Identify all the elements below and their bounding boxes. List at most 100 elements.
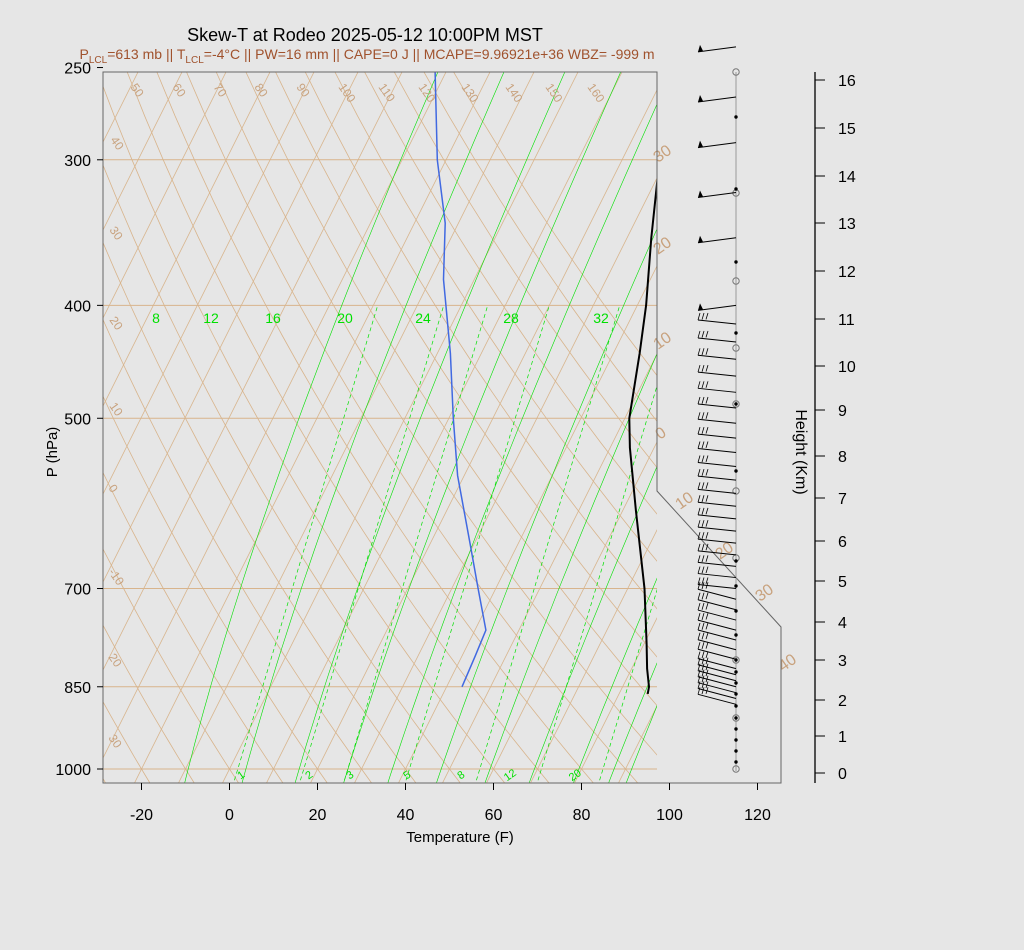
isotherm-label-large: 10 xyxy=(673,489,697,513)
wind-barb-feather xyxy=(697,566,701,574)
wind-level-dot xyxy=(734,469,738,473)
wind-barb-feather xyxy=(705,651,709,659)
wind-barb-feather xyxy=(705,520,709,527)
wind-barb-feather xyxy=(705,495,709,502)
wind-barb-feather xyxy=(705,330,709,338)
moist-adiabat xyxy=(436,228,657,783)
wind-barb-feather xyxy=(701,468,705,476)
isotherm-line xyxy=(442,353,657,783)
moist-adiabat xyxy=(343,72,622,783)
subtitle-plcl: P xyxy=(79,46,88,62)
wind-level-circle xyxy=(732,344,740,352)
wind-barb-feather xyxy=(705,622,709,630)
wind-barb-feather xyxy=(701,592,705,600)
wind-barb-feather xyxy=(697,507,701,515)
wind-barb-feather xyxy=(705,312,709,320)
wind-level-circle xyxy=(732,400,740,408)
moist-adiabat xyxy=(387,103,657,783)
wind-barb-feather xyxy=(705,364,709,372)
wind-barb-feather xyxy=(697,632,701,640)
height-tick-label: 3 xyxy=(838,653,847,670)
x-tick-label: 40 xyxy=(397,807,415,824)
wind-barb-shaft xyxy=(697,584,737,590)
wind-barb-feather xyxy=(697,651,701,659)
wind-barb-feather xyxy=(701,396,705,404)
height-tick-label: 9 xyxy=(838,403,847,420)
chart-subtitle: PLCL=613 mb || TLCL=-4°C || PW=16 mm || … xyxy=(79,46,654,66)
wind-barb-feather xyxy=(701,330,705,338)
wind-barb-shaft xyxy=(697,461,737,467)
moist-adiabat xyxy=(625,705,657,783)
dry-adiabat xyxy=(156,72,594,783)
series-line-dewpoint xyxy=(434,72,487,688)
subtitle-rest: =-4°C || PW=16 mm || CAPE=0 J || MCAPE=9… xyxy=(204,46,655,62)
isotherm-line xyxy=(0,0,108,794)
wind-barb-feather xyxy=(701,482,705,490)
wind-level-circle xyxy=(732,656,740,664)
moist-adiabat-label: 24 xyxy=(415,310,431,326)
wind-barb-feather xyxy=(701,312,705,320)
wind-barb-feather xyxy=(697,482,701,490)
chart-title: Skew-T at Rodeo 2025-05-12 10:00PM MST xyxy=(187,25,543,45)
wind-barb-shaft xyxy=(697,693,737,705)
dry-adiabat xyxy=(0,0,67,794)
wind-barb-shaft xyxy=(697,237,737,244)
moist-adiabat xyxy=(184,72,439,783)
plot-frame xyxy=(102,71,782,784)
wind-barb-feather xyxy=(701,543,705,551)
dry-adiabat xyxy=(245,72,657,707)
wind-barb-feather xyxy=(701,582,705,590)
wind-barb-shaft xyxy=(697,475,737,481)
height-tick-label: 16 xyxy=(838,73,856,90)
p-tick-label: 500 xyxy=(64,411,91,428)
isotherm-line xyxy=(103,72,183,231)
wind-barb-feather xyxy=(697,592,701,600)
wind-barb-feather xyxy=(697,330,701,339)
x-tick-label: 80 xyxy=(573,807,591,824)
wind-barb-shaft xyxy=(697,46,737,53)
wind-barb-feather xyxy=(701,412,705,420)
wind-level-dot xyxy=(734,633,738,637)
wind-barb-feather xyxy=(701,669,705,677)
wind-barb-shaft xyxy=(697,588,737,600)
wind-barb-feather xyxy=(701,441,705,449)
p-tick-label: 250 xyxy=(64,61,91,78)
wind-level-circle xyxy=(732,487,740,495)
wind-barb-flag xyxy=(698,140,703,148)
isotherm-line xyxy=(103,72,403,671)
dry-adiabat xyxy=(103,700,151,783)
wind-level-dot xyxy=(734,692,738,696)
isotherm-line xyxy=(103,72,315,495)
wind-barb-shaft xyxy=(697,609,737,621)
dry-adiabat xyxy=(304,72,657,610)
height-tick-label: 1 xyxy=(838,729,847,746)
dry-adiabat xyxy=(103,471,284,783)
isotherm-line xyxy=(398,265,657,783)
x-tick-label: 120 xyxy=(744,807,771,824)
moist-adiabat-label: 12 xyxy=(203,310,219,326)
wind-level-circle xyxy=(732,765,740,773)
wind-barb-flag xyxy=(698,44,703,52)
subtitle-plcl-sub: LCL xyxy=(89,55,108,66)
wind-barb-shaft xyxy=(697,371,737,377)
wind-barb-feather xyxy=(701,532,705,539)
wind-level-dot xyxy=(734,187,738,191)
wind-barb-feather xyxy=(701,566,705,574)
height-tick-label: 2 xyxy=(838,693,847,710)
isotherm-line xyxy=(103,72,227,319)
wind-barb-feather xyxy=(697,555,701,563)
isotherm-line xyxy=(530,529,657,783)
wind-barb-feather xyxy=(697,613,701,621)
wind-barb-shaft xyxy=(697,337,737,343)
mixing-ratio-line xyxy=(233,305,379,783)
moist-adiabat-label: 32 xyxy=(593,310,609,326)
moist-adiabat xyxy=(294,72,566,783)
wind-barb-shaft xyxy=(697,670,737,682)
wind-barb-flag xyxy=(698,303,703,311)
wind-barb-feather xyxy=(705,396,709,404)
isotherm-line xyxy=(222,72,579,783)
wind-barb-feather xyxy=(697,455,701,463)
wind-barb-shaft xyxy=(697,142,737,149)
height-tick-label: 7 xyxy=(838,491,847,508)
mixing-ratio-line xyxy=(404,305,550,783)
